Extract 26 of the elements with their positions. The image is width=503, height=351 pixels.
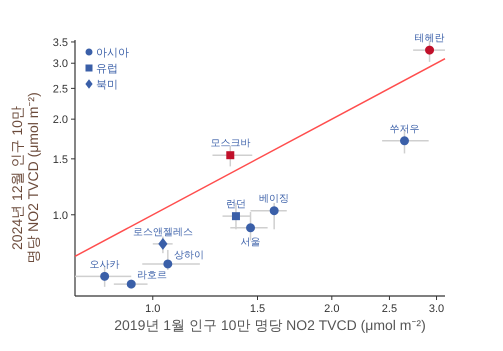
legend-label: 유럽: [96, 63, 118, 75]
y-tick-label: 3.0: [52, 58, 68, 70]
annotation: 라호르: [137, 270, 168, 282]
x-tick-label: 2.5: [382, 303, 398, 315]
x-axis-title: 2019년 1월 인구 10만 명당 NO2 TVCD (μmol m⁻²): [114, 317, 426, 333]
annotation: 서울: [240, 236, 261, 248]
annotation: 모스크바: [210, 138, 250, 150]
annotation: 테헤란: [414, 33, 445, 44]
y-tick-label: 1.5: [52, 154, 68, 166]
annotation: 쑤저우: [389, 124, 420, 135]
y-tick-label: 2.5: [52, 83, 68, 96]
annotation: 베이징: [259, 194, 290, 205]
legend-label: 아시아: [96, 47, 129, 59]
x-tick-label: 1.0: [145, 303, 160, 315]
y-tick-label: 3.5: [52, 36, 68, 49]
x-tick-label: 1.5: [250, 303, 266, 315]
x-tick-label: 3.0: [428, 303, 444, 315]
y-axis-title: 2024년 12월 인구 10만 명당 NO2 TVCD (μmol m⁻²): [9, 92, 41, 264]
annotation: 오사카: [90, 259, 120, 270]
y-tick-label: 2.0: [52, 114, 68, 126]
annotation: 상하이: [174, 250, 204, 261]
y-tick-label: 1.0: [52, 210, 68, 222]
legend-label: 북미: [96, 79, 118, 91]
x-tick-label: 2.0: [324, 303, 340, 315]
annotation: 런던: [226, 199, 246, 210]
annotation: 로스앤젤레스: [132, 226, 193, 238]
